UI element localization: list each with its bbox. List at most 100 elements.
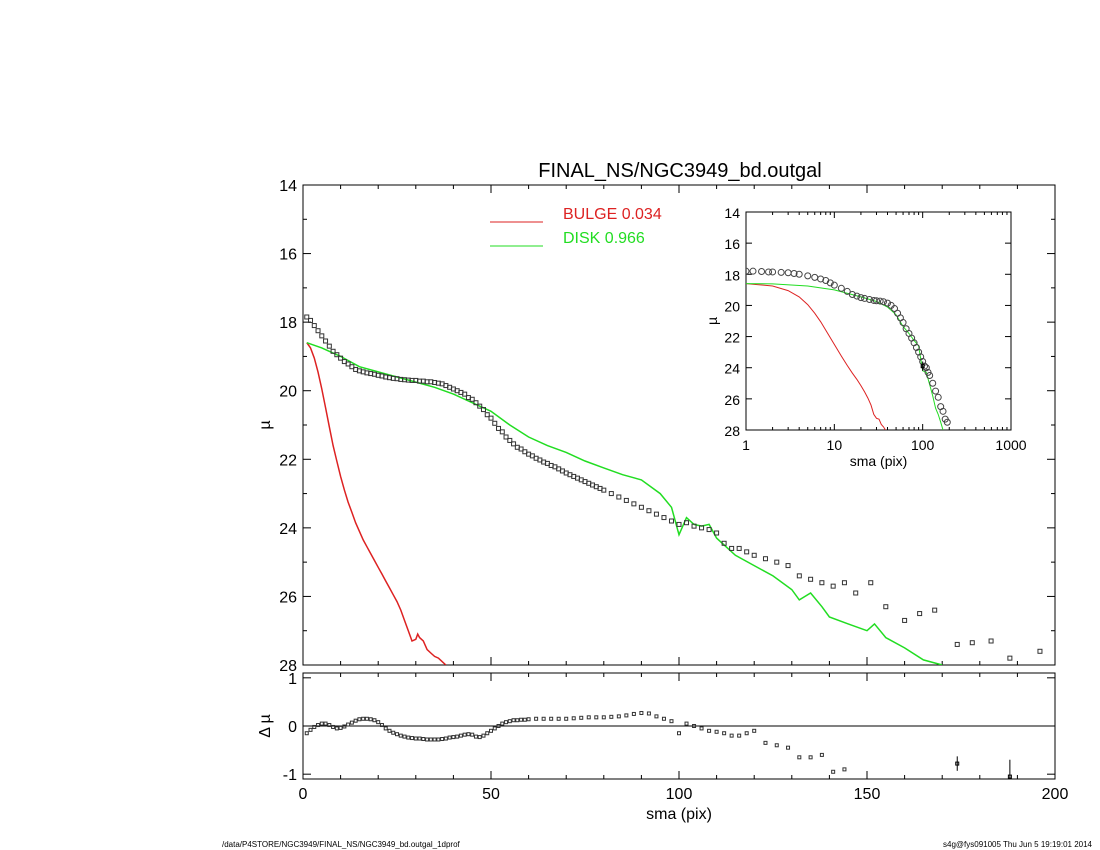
main-profile-panel: 14 16 18 20 22 24 26 28 µ BULGE 0.034 DISK 0.966 [257, 178, 1056, 675]
data-point [868, 580, 874, 586]
data-point [917, 611, 923, 617]
data-point [706, 527, 712, 533]
inset-data-layer [746, 267, 951, 430]
data-point [853, 590, 859, 596]
data-point [417, 736, 422, 741]
data-point [684, 721, 689, 726]
data-point [616, 714, 621, 719]
data-point [391, 730, 396, 735]
data-point [707, 728, 712, 733]
data-point [624, 713, 629, 718]
data-point [699, 525, 705, 531]
residual-x-axis-label: sma (pix) [646, 806, 712, 823]
data-point [413, 736, 418, 741]
data-point [654, 714, 659, 719]
data-point [762, 556, 768, 562]
data-point [522, 717, 527, 722]
data-point [518, 446, 524, 452]
data-point [372, 718, 377, 723]
residual-y-axis-label: Δ µ [257, 714, 274, 737]
data-point [410, 736, 415, 741]
data-point [765, 268, 773, 276]
data-point [541, 716, 546, 721]
data-point [736, 545, 742, 551]
data-point [843, 287, 851, 295]
main-series-line-1 [306, 341, 943, 665]
data-point [364, 716, 369, 721]
data-point [353, 718, 358, 723]
data-point [830, 281, 838, 289]
data-point [534, 716, 539, 721]
data-point [511, 718, 516, 723]
data-point [334, 726, 339, 731]
data-point [929, 379, 937, 387]
data-point [668, 518, 674, 524]
data-point [311, 323, 317, 329]
data-point [432, 737, 437, 742]
data-point [601, 487, 607, 493]
data-point [492, 726, 497, 731]
data-point [774, 559, 780, 565]
data-point [308, 727, 313, 732]
data-point [447, 735, 452, 740]
data-point [954, 641, 960, 647]
y-tick-label: 24 [279, 521, 297, 538]
y-tick-label: 18 [724, 267, 740, 283]
data-point [319, 721, 324, 726]
data-point [304, 731, 309, 736]
data-point [316, 723, 321, 728]
data-point [331, 724, 336, 729]
data-point [917, 353, 925, 361]
data-point [714, 729, 719, 734]
legend-label-1: DISK 0.966 [563, 230, 645, 247]
data-point [691, 523, 697, 529]
data-point [496, 724, 501, 728]
data-point [398, 733, 403, 738]
y-tick-label: 18 [279, 315, 297, 332]
data-point [653, 511, 659, 517]
data-point [549, 716, 554, 721]
data-point [714, 530, 720, 536]
data-point [1007, 655, 1013, 661]
data-point [319, 333, 325, 339]
x-tick-label: 50 [482, 786, 500, 803]
data-point [601, 715, 606, 720]
data-point [361, 716, 366, 721]
error-point [1007, 774, 1012, 779]
data-point [406, 735, 411, 740]
x-tick-label: 200 [1042, 786, 1069, 803]
y-tick-label: 20 [279, 384, 297, 401]
data-point [496, 425, 502, 431]
data-point [594, 715, 599, 720]
data-point [729, 545, 735, 551]
data-point [842, 767, 847, 772]
residual-data-layer [304, 710, 1012, 779]
data-point [861, 294, 869, 302]
chart-title: FINAL_NS/NGC3949_bd.outgal [538, 160, 822, 182]
data-point [857, 294, 865, 302]
data-point [473, 400, 479, 406]
data-point [692, 724, 697, 728]
data-point [819, 752, 824, 757]
data-point [312, 724, 317, 729]
data-point [746, 267, 750, 275]
y-tick-label: 16 [724, 236, 740, 252]
y-tick-label: 14 [724, 205, 740, 221]
data-point [383, 726, 388, 731]
data-point [473, 734, 478, 739]
data-point [808, 755, 813, 760]
data-point [699, 726, 704, 731]
data-point [428, 737, 433, 742]
data-point [884, 299, 892, 307]
main-data-layer [304, 314, 1043, 665]
data-point [338, 355, 344, 361]
data-point [777, 268, 785, 276]
data-point [477, 735, 482, 740]
data-point [639, 710, 644, 715]
data-point [795, 270, 803, 278]
data-point [939, 407, 947, 415]
data-point [492, 420, 498, 426]
data-point [425, 737, 430, 742]
data-point [402, 734, 407, 739]
